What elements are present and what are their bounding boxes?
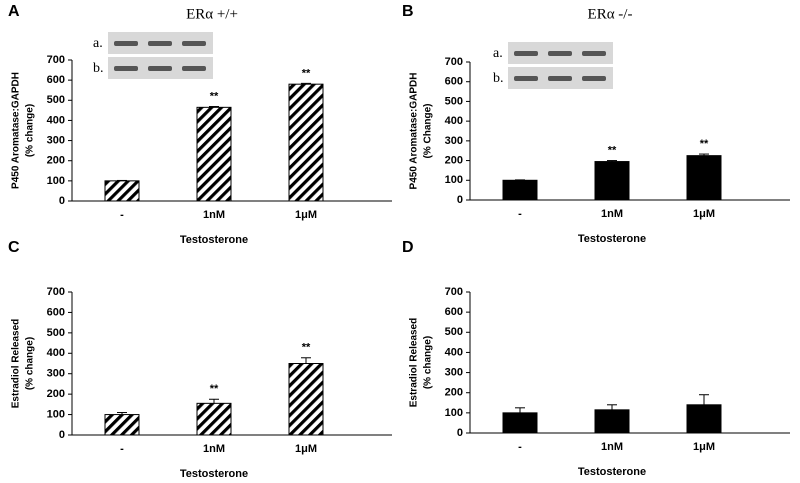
x-tick-label: - [518,208,522,220]
bar [594,409,630,434]
y-tick-label: 400 [445,346,463,358]
blot-band [114,41,138,46]
x-tick-label: - [120,443,124,455]
bar [288,83,324,202]
x-tick-label: - [518,441,522,453]
y-axis-label: P450 Aromatase:GAPDH [409,73,420,190]
chart-title: ERα -/- [588,6,633,22]
blot-band [182,66,206,71]
y-tick-label: 700 [47,54,65,66]
y-tick-label: 0 [59,195,65,207]
x-axis-label: Testosterone [180,234,248,246]
y-axis-label: (% change) [25,104,36,157]
panel-label: B [402,3,414,20]
y-tick-label: 200 [47,155,65,167]
y-tick-label: 200 [445,387,463,399]
blot-band [514,51,538,56]
y-tick-label: 600 [47,74,65,86]
blot-band [548,51,572,56]
y-tick-label: 400 [445,115,463,127]
blot-label: a. [93,36,103,51]
x-axis-label: Testosterone [180,468,248,480]
y-tick-label: 300 [47,134,65,146]
blot-label: b. [493,71,504,86]
y-tick-label: 0 [59,429,65,441]
y-tick-label: 600 [445,76,463,88]
y-tick-label: 500 [47,94,65,106]
y-axis-label: P450 Aromatase:GAPDH [11,72,22,189]
x-axis-label: Testosterone [578,466,646,478]
blot-band [148,41,172,46]
y-tick-label: 700 [445,286,463,298]
y-axis-label: (% Change) [423,104,434,159]
significance: ** [302,67,311,79]
x-tick-label: - [120,209,124,221]
y-tick-label: 100 [47,175,65,187]
bar [502,412,538,434]
y-axis-label: Estradiol Released [11,319,22,408]
blot-label: a. [493,46,503,61]
y-tick-label: 500 [445,95,463,107]
x-tick-label: 1nM [601,441,623,453]
y-tick-label: 100 [445,174,463,186]
y-tick-label: 0 [457,194,463,206]
bar [502,179,538,201]
x-tick-label: 1μM [693,441,715,453]
blot-band [148,66,172,71]
significance: ** [700,138,709,150]
y-tick-label: 400 [47,347,65,359]
y-tick-label: 500 [445,326,463,338]
y-axis-label: (% change) [423,336,434,389]
panel-label: A [8,3,20,20]
panel-label: C [8,239,20,256]
y-tick-label: 200 [47,388,65,400]
y-tick-label: 700 [445,56,463,68]
y-tick-label: 100 [47,408,65,420]
y-tick-label: 600 [445,306,463,318]
y-tick-label: 700 [47,286,65,298]
bar [686,404,722,434]
blot-band [582,76,606,81]
significance: ** [210,383,219,395]
blot-band [182,41,206,46]
x-tick-label: 1μM [295,209,317,221]
y-tick-label: 0 [457,427,463,439]
blot-band [514,76,538,81]
bar [196,106,232,202]
x-tick-label: 1nM [203,443,225,455]
y-tick-label: 100 [445,407,463,419]
chart-title: ERα +/+ [186,6,238,22]
significance: ** [210,90,219,102]
y-tick-label: 300 [445,366,463,378]
significance: ** [608,144,617,156]
x-tick-label: 1μM [693,208,715,220]
x-tick-label: 1nM [203,209,225,221]
blot-label: b. [93,61,104,76]
y-tick-label: 400 [47,114,65,126]
y-axis-label: (% change) [25,337,36,390]
bar [288,363,324,436]
bar [594,161,630,201]
y-tick-label: 200 [445,154,463,166]
bar [104,180,140,202]
bar [196,402,232,436]
blot-band [114,66,138,71]
bar [104,414,140,436]
blot-band [548,76,572,81]
y-tick-label: 500 [47,327,65,339]
bar [686,155,722,201]
significance: ** [302,342,311,354]
blot-band [582,51,606,56]
y-axis-label: Estradiol Released [409,318,420,407]
x-tick-label: 1nM [601,208,623,220]
x-tick-label: 1μM [295,443,317,455]
y-tick-label: 600 [47,306,65,318]
x-axis-label: Testosterone [578,233,646,245]
panel-label: D [402,239,414,256]
y-tick-label: 300 [47,368,65,380]
y-tick-label: 300 [445,135,463,147]
